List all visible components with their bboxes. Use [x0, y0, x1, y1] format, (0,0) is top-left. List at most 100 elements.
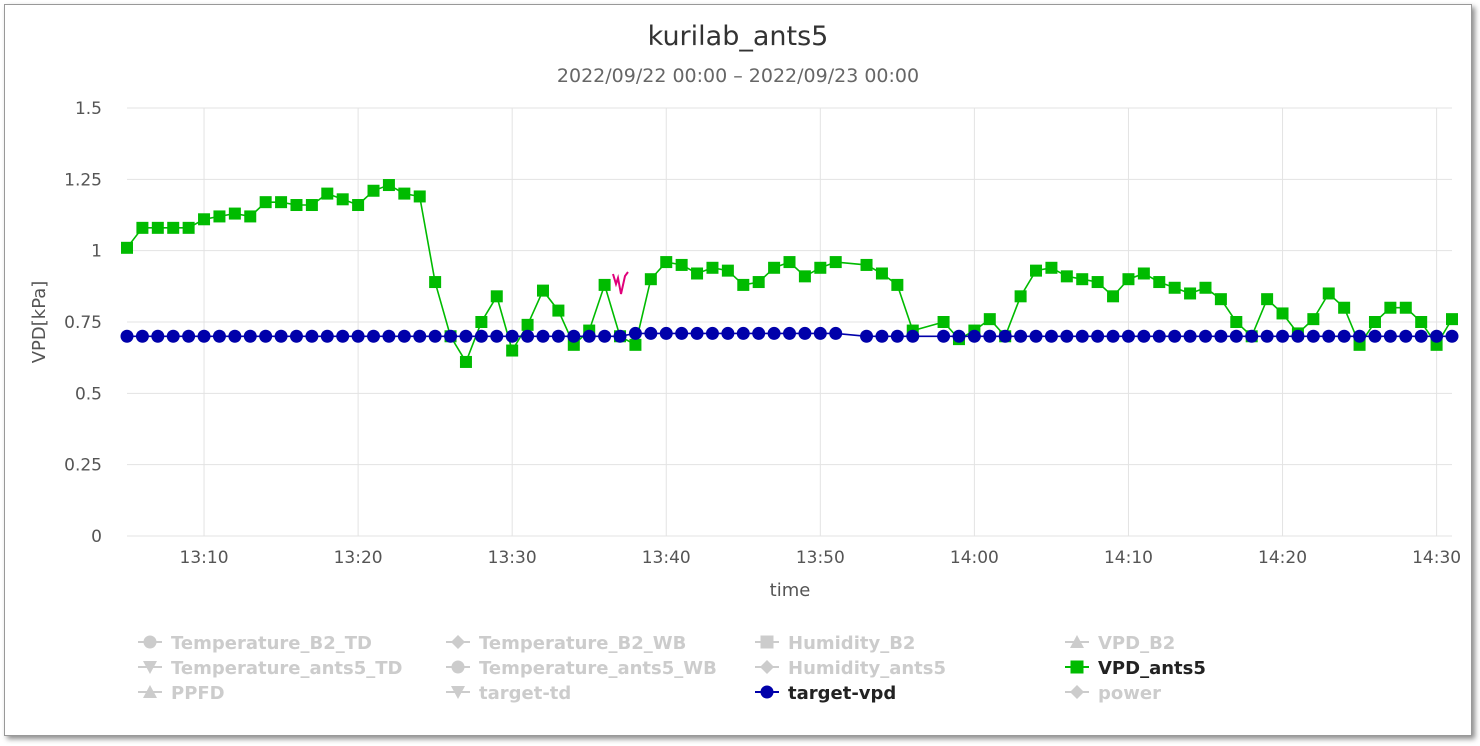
data-point-target-vpd	[1198, 329, 1212, 343]
data-point-target-vpd	[289, 329, 303, 343]
y-axis: 0 0.25 0.5 0.75 1 1.25 1.5	[64, 99, 102, 547]
handwritten-mark	[612, 271, 629, 295]
data-point-target-vpd	[875, 329, 889, 343]
data-point-target-vpd	[659, 326, 673, 340]
data-point-VPD_ants5	[182, 221, 195, 234]
data-point-target-vpd	[151, 329, 165, 343]
legend-item-label[interactable]: Humidity_ants5	[788, 658, 946, 679]
data-point-VPD_ants5	[1415, 316, 1428, 328]
legend-item-label[interactable]: Temperature_B2_WB	[479, 633, 686, 654]
grid	[127, 107, 1452, 537]
data-point-VPD_ants5	[490, 290, 503, 303]
data-point-target-vpd	[243, 329, 257, 343]
data-point-VPD_ants5	[521, 318, 534, 331]
data-point-target-vpd	[474, 329, 488, 343]
legend-marker-circle	[143, 635, 157, 649]
data-point-VPD_ants5	[1168, 281, 1181, 294]
legend-item-label[interactable]: Temperature_ants5_WB	[479, 658, 717, 679]
data-point-target-vpd	[1029, 329, 1043, 343]
legend-item-label[interactable]: target-td	[479, 683, 571, 704]
data-point-target-vpd	[444, 329, 458, 343]
data-point-target-vpd	[813, 326, 827, 340]
data-point-target-vpd	[1353, 329, 1367, 343]
legend-item-label[interactable]: Temperature_ants5_TD	[171, 658, 403, 679]
x-tick-label: 13:10	[180, 548, 229, 568]
data-point-VPD_ants5	[752, 276, 765, 289]
data-point-target-vpd	[1322, 329, 1336, 343]
data-point-VPD_ants5	[290, 199, 303, 212]
data-point-VPD_ants5	[151, 221, 164, 234]
legend-item-label[interactable]: power	[1098, 683, 1161, 704]
x-tick-label: 14:20	[1258, 548, 1307, 568]
data-point-VPD_ants5	[321, 187, 334, 200]
legend-marker-circle	[451, 660, 465, 674]
data-point-target-vpd	[860, 329, 874, 343]
data-point-VPD_ants5	[459, 355, 472, 368]
data-point-target-vpd	[382, 329, 396, 343]
data-point-VPD_ants5	[783, 256, 796, 269]
data-point-target-vpd	[274, 329, 288, 343]
data-point-VPD_ants5	[506, 344, 519, 357]
data-point-VPD_ants5	[644, 273, 657, 286]
data-point-target-vpd	[1430, 329, 1444, 343]
data-point-target-vpd	[1106, 329, 1120, 343]
data-point-VPD_ants5	[983, 313, 996, 326]
legend-marker-triangle-down	[451, 686, 465, 699]
data-point-VPD_ants5	[305, 199, 318, 212]
data-point-VPD_ants5	[213, 210, 226, 223]
legend-item-label[interactable]: PPFD	[171, 683, 225, 704]
data-point-target-vpd	[1291, 329, 1305, 343]
legend-marker-diamond	[760, 660, 774, 674]
data-point-target-vpd	[413, 329, 427, 343]
legend-marker-square	[760, 635, 774, 649]
data-point-target-vpd	[783, 326, 796, 340]
data-point-VPD_ants5	[1399, 301, 1412, 314]
data-point-VPD_ants5	[244, 210, 257, 223]
data-point-target-vpd	[182, 329, 196, 343]
data-point-target-vpd	[135, 329, 149, 343]
data-point-target-vpd	[721, 326, 735, 340]
legend-item-label[interactable]: target-vpd	[788, 683, 896, 704]
data-point-VPD_ants5	[429, 276, 442, 289]
data-point-VPD_ants5	[1091, 276, 1104, 289]
data-point-VPD_ants5	[1060, 270, 1073, 283]
data-point-VPD_ants5	[367, 184, 380, 197]
data-point-target-vpd	[1276, 329, 1290, 343]
data-point-VPD_ants5	[1045, 261, 1058, 274]
data-point-target-vpd	[1014, 329, 1028, 343]
data-point-target-vpd	[1414, 329, 1428, 343]
legend-item-label[interactable]: Humidity_B2	[788, 633, 915, 654]
data-point-target-vpd	[1044, 329, 1058, 343]
data-point-VPD_ants5	[475, 316, 488, 328]
data-point-target-vpd	[1383, 329, 1397, 343]
data-point-VPD_ants5	[536, 284, 549, 297]
legend-item-label[interactable]: Temperature_B2_TD	[171, 633, 372, 654]
data-point-VPD_ants5	[737, 278, 750, 291]
data-point-VPD_ants5	[1153, 276, 1166, 289]
data-point-target-vpd	[983, 329, 997, 343]
y-tick-label: 0.25	[64, 456, 102, 476]
legend-marker-diamond	[451, 635, 465, 649]
data-point-target-vpd	[536, 329, 550, 343]
data-point-target-vpd	[336, 329, 350, 343]
data-point-VPD_ants5	[198, 213, 211, 226]
data-point-target-vpd	[644, 326, 658, 340]
legend-item-label[interactable]: VPD_B2	[1098, 633, 1175, 654]
data-point-target-vpd	[890, 329, 904, 343]
data-point-target-vpd	[259, 329, 273, 343]
chart-frame	[4, 4, 1472, 736]
data-point-VPD_ants5	[1446, 313, 1458, 326]
data-point-target-vpd	[228, 329, 242, 343]
data-point-VPD_ants5	[660, 256, 673, 269]
legend-item-label[interactable]: VPD_ants5	[1098, 658, 1206, 679]
data-point-target-vpd	[166, 329, 180, 343]
data-point-VPD_ants5	[167, 221, 180, 234]
data-point-VPD_ants5	[1122, 273, 1135, 286]
data-point-VPD_ants5	[228, 207, 241, 220]
data-point-VPD_ants5	[691, 267, 704, 280]
data-point-VPD_ants5	[1184, 287, 1197, 300]
legend: Temperature_B2_TD Temperature_B2_WB Humidi…	[138, 633, 1206, 704]
data-point-VPD_ants5	[352, 199, 365, 212]
data-point-target-vpd	[505, 329, 519, 343]
data-point-VPD_ants5	[675, 258, 688, 271]
